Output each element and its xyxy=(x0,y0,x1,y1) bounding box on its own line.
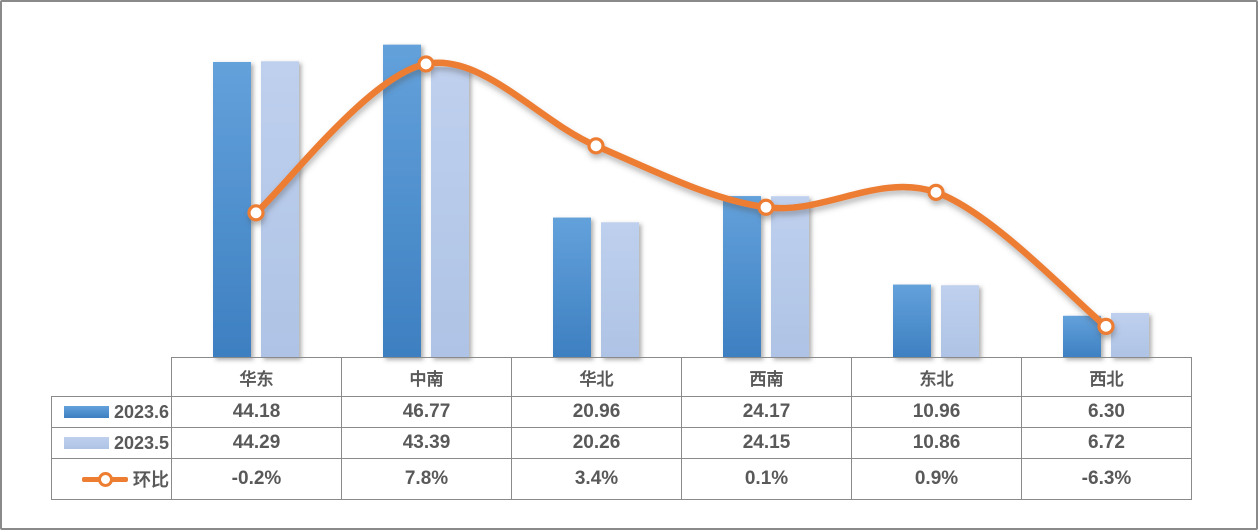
bar-2023.5-东北 xyxy=(941,285,979,358)
legend-label: 2023.5 xyxy=(113,432,169,453)
data-table: 华东 中南 华北 西南 东北 西北 2023.6 44.18 46.77 20.96 24.17 10… xyxy=(51,357,1192,500)
col-header-5: 西北 xyxy=(1021,357,1192,397)
cell-2023.6-中南: 46.77 xyxy=(341,396,512,428)
bar-2023.5-华东 xyxy=(261,61,299,359)
col-header-4: 东北 xyxy=(851,357,1022,397)
cell-环比-中南: 7.8% xyxy=(341,458,512,500)
bar-2023.6-东北 xyxy=(893,284,931,358)
legend-label: 环比 xyxy=(133,470,169,490)
line-marker-西南 xyxy=(757,198,775,216)
legend-key-1: 2023.5 xyxy=(51,427,172,459)
line-marker-华东 xyxy=(247,204,265,222)
cell-环比-东北: 0.9% xyxy=(851,458,1022,500)
bar-2023.6-西南 xyxy=(723,196,761,358)
bar-series-group xyxy=(213,44,1149,359)
cell-2023.6-华北: 20.96 xyxy=(511,396,682,428)
cell-2023.6-西南: 24.17 xyxy=(681,396,852,428)
table-header-row: 华东 中南 华北 西南 东北 西北 xyxy=(52,357,1192,397)
col-header-3: 西南 xyxy=(681,357,852,397)
line-huanbi xyxy=(252,59,1110,330)
line-marker-西北 xyxy=(1097,317,1115,335)
cell-2023.6-西北: 6.30 xyxy=(1021,396,1192,428)
cell-2023.5-华东: 44.29 xyxy=(171,427,342,459)
legend-line-marker-icon xyxy=(82,471,128,487)
bar-2023.6-中南 xyxy=(383,44,421,359)
bar-2023.5-中南 xyxy=(431,67,469,359)
bar-2023.6-西北 xyxy=(1063,315,1101,358)
cell-环比-华北: 3.4% xyxy=(511,458,682,500)
line-series-group xyxy=(247,55,1115,335)
table-row-环比: 环比 -0.2% 7.8% 3.4% 0.1% 0.9% -6.3% xyxy=(51,458,1192,500)
legend-swatch-icon xyxy=(63,437,109,449)
cell-2023.5-西南: 24.15 xyxy=(681,427,852,459)
table-ghost-cell xyxy=(52,358,172,397)
cell-2023.5-西北: 6.72 xyxy=(1021,427,1192,459)
legend-label: 2023.6 xyxy=(113,401,169,422)
col-header-2: 华北 xyxy=(511,357,682,397)
bar-2023.5-华北 xyxy=(601,222,639,358)
table-row-2023.6: 2023.6 44.18 46.77 20.96 24.17 10.96 6.30 xyxy=(51,396,1192,428)
legend-swatch-icon xyxy=(63,406,109,418)
legend-key-2: 环比 xyxy=(51,458,172,500)
legend-key-0: 2023.6 xyxy=(51,396,172,428)
cell-2023.6-华东: 44.18 xyxy=(171,396,342,428)
cell-环比-西南: 0.1% xyxy=(681,458,852,500)
bar-2023.5-西南 xyxy=(771,196,809,358)
cell-环比-西北: -6.3% xyxy=(1021,458,1192,500)
table-row-2023.5: 2023.5 44.29 43.39 20.26 24.15 10.86 6.72 xyxy=(51,427,1192,459)
line-marker-东北 xyxy=(927,183,945,201)
line-marker-中南 xyxy=(417,55,435,73)
cell-2023.6-东北: 10.96 xyxy=(851,396,1022,428)
cell-2023.5-中南: 43.39 xyxy=(341,427,512,459)
col-header-0: 华东 xyxy=(171,357,342,397)
cell-2023.5-华北: 20.26 xyxy=(511,427,682,459)
line-marker-华北 xyxy=(587,137,605,155)
col-header-1: 中南 xyxy=(341,357,512,397)
bar-2023.6-华北 xyxy=(553,217,591,358)
bar-2023.5-西北 xyxy=(1111,312,1149,358)
cell-2023.5-东北: 10.86 xyxy=(851,427,1022,459)
bar-2023.6-华东 xyxy=(213,61,251,359)
cell-环比-华东: -0.2% xyxy=(171,458,342,500)
